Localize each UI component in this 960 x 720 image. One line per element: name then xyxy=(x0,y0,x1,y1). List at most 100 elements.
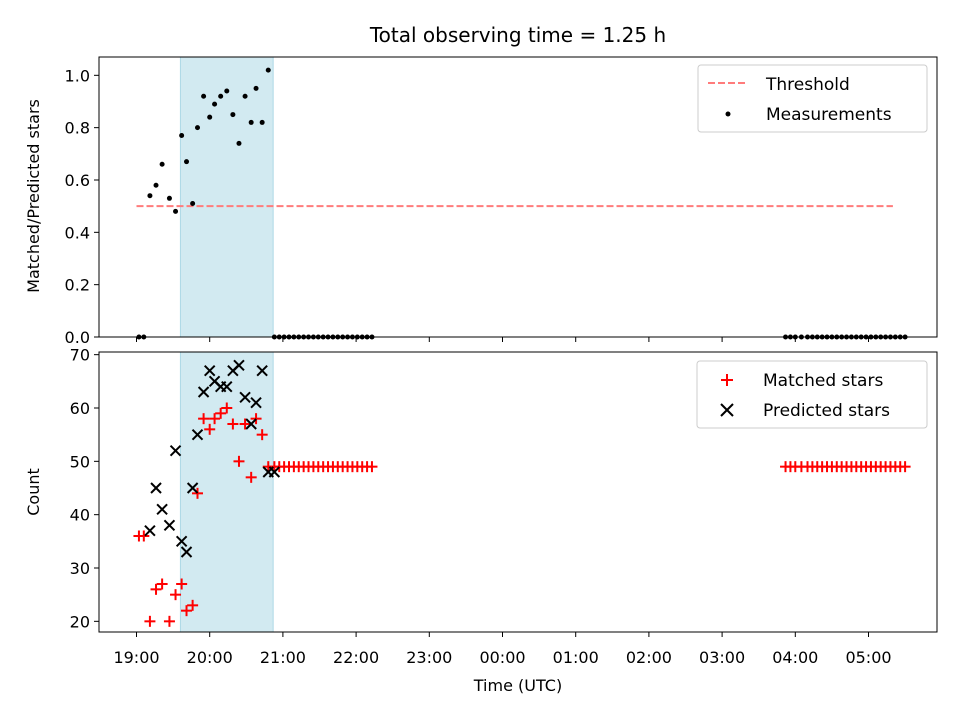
matched-star-marker xyxy=(144,615,156,627)
predicted-star-marker xyxy=(180,546,193,558)
predicted-star-marker xyxy=(256,364,268,377)
measurement-point xyxy=(218,93,224,99)
x-tick-label: 00:00 xyxy=(479,648,525,667)
measurement-point xyxy=(230,112,236,118)
top-y-axis-label: Matched/Predicted stars xyxy=(24,99,43,293)
matched-star-marker xyxy=(209,413,221,425)
measurement-point xyxy=(201,93,207,99)
predicted-star-marker xyxy=(169,444,182,457)
predicted-cross-b xyxy=(186,482,199,494)
measurement-point xyxy=(195,125,200,131)
predicted-cross-b xyxy=(191,428,204,441)
measurement-point xyxy=(259,119,265,125)
top-y-tick-label: 0.0 xyxy=(65,328,90,347)
bottom-observing-window xyxy=(179,351,274,633)
matched-star-marker xyxy=(250,413,262,425)
x-tick-label: 23:00 xyxy=(406,648,452,667)
predicted-cross-b xyxy=(221,380,233,393)
predicted-star-marker xyxy=(186,482,199,494)
predicted-star-marker xyxy=(150,482,162,494)
predicted-cross-b xyxy=(175,535,188,548)
predicted-cross-b xyxy=(233,359,245,372)
predicted-cross-b xyxy=(180,546,193,558)
matched-star-marker xyxy=(150,583,162,595)
matched-star-marker xyxy=(163,615,175,627)
measurement-point xyxy=(242,93,248,99)
measurement-point xyxy=(159,161,165,167)
predicted-cross-b xyxy=(203,364,216,377)
top-y-tick-label: 0.6 xyxy=(65,171,90,190)
predicted-cross-b xyxy=(156,503,168,516)
legend-top: Threshold Measurements xyxy=(697,64,928,133)
matched-star-marker xyxy=(170,589,182,601)
matched-star-marker xyxy=(245,471,257,483)
legend-measurements-label: Measurements xyxy=(766,105,892,125)
legend-bottom-frame xyxy=(696,360,928,429)
predicted-cross-b xyxy=(256,364,268,377)
predicted-star-marker xyxy=(221,380,233,393)
matched-star-marker xyxy=(215,407,227,419)
predicted-cross-b xyxy=(163,519,176,532)
predicted-star-marker xyxy=(144,524,156,537)
top-y-tick-label: 0.8 xyxy=(65,119,90,138)
predicted-cross-b xyxy=(169,444,182,457)
measurement-point xyxy=(224,88,230,94)
measurement-point xyxy=(253,85,259,91)
predicted-star-marker xyxy=(268,466,281,478)
bottom-y-tick-label: 30 xyxy=(70,559,90,578)
predicted-star-marker xyxy=(233,359,245,372)
measurement-point xyxy=(166,195,172,201)
legend-bottom: Matched stars Predicted stars xyxy=(696,360,928,429)
measurement-point xyxy=(184,159,190,165)
predicted-star-marker xyxy=(156,503,168,516)
legend-cross-b xyxy=(720,403,734,417)
predicted-cross-b xyxy=(250,396,262,409)
legend-matched-label: Matched stars xyxy=(763,371,883,391)
predicted-star-marker xyxy=(250,396,262,409)
predicted-star-marker xyxy=(203,364,216,377)
predicted-cross-b xyxy=(197,386,210,398)
predicted-star-marker xyxy=(163,519,176,532)
measurement-point xyxy=(265,67,271,73)
legend-measurements-swatch xyxy=(725,111,731,117)
measurement-point xyxy=(173,208,179,214)
predicted-star-marker xyxy=(191,428,204,441)
measurement-point xyxy=(236,140,242,146)
chart-title: Total observing time = 1.25 h xyxy=(369,23,666,47)
x-tick-label: 22:00 xyxy=(333,648,379,667)
x-tick-label: 03:00 xyxy=(699,648,745,667)
x-tick-label: 04:00 xyxy=(772,648,818,667)
matched-star-marker xyxy=(233,455,245,467)
top-y-tick-label: 1.0 xyxy=(65,66,90,85)
matched-star-marker xyxy=(239,418,251,430)
bottom-y-tick-label: 40 xyxy=(70,506,90,525)
measurement-point xyxy=(212,101,218,107)
measurement-point xyxy=(179,133,185,139)
legend-predicted-label: Predicted stars xyxy=(763,401,890,421)
bottom-y-tick-label: 70 xyxy=(70,346,90,365)
x-axis-label: Time (UTC) xyxy=(473,676,562,695)
predicted-star-marker xyxy=(175,535,188,548)
matched-star-marker xyxy=(899,461,911,473)
legend-top-frame xyxy=(697,64,928,133)
bottom-panel: 20 30 40 50 60 70 19:00 20:00 21:00 22:00 23:00 00:… xyxy=(70,346,938,667)
top-axes-frame xyxy=(98,56,938,338)
matched-star-marker xyxy=(204,423,216,435)
bottom-y-tick-label: 20 xyxy=(70,612,90,631)
bottom-y-tick-label: 60 xyxy=(70,399,90,418)
predicted-cross-b xyxy=(150,482,162,494)
top-panel: 0.0 0.2 0.4 0.6 0.8 1.0 xyxy=(65,56,938,347)
matched-star-marker xyxy=(256,429,268,441)
top-y-tick-label: 0.2 xyxy=(65,276,90,295)
x-tick-label: 01:00 xyxy=(553,648,599,667)
predicted-star-marker xyxy=(239,391,251,404)
predicted-star-marker xyxy=(245,418,257,430)
measurement-point xyxy=(207,114,213,120)
x-tick-label: 21:00 xyxy=(260,648,306,667)
predicted-cross-b xyxy=(239,391,251,404)
matched-star-marker xyxy=(221,402,233,414)
x-tick-label: 02:00 xyxy=(626,648,672,667)
legend-predicted-swatch xyxy=(720,403,734,417)
top-y-tick-label: 0.4 xyxy=(65,223,90,242)
